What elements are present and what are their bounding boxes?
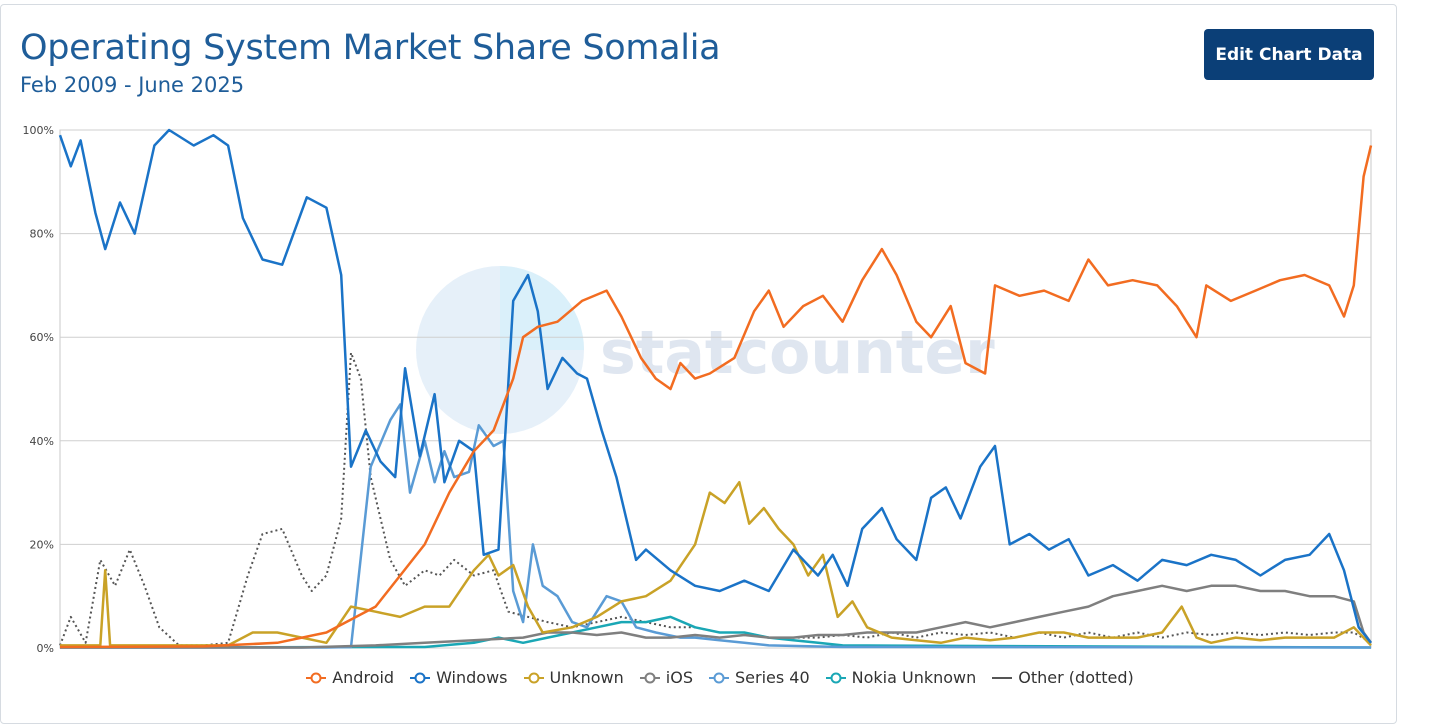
plot-frame <box>59 129 1372 649</box>
series-line-series-40 <box>60 403 1372 649</box>
legend-item-ios[interactable]: iOS <box>638 668 693 687</box>
legend-label: iOS <box>665 668 693 687</box>
chart-legend: Android Windows Unknown iOS Series 40 Nokia U… <box>0 668 1438 689</box>
legend-marker-icon <box>708 672 729 683</box>
chart-grid <box>59 129 1372 649</box>
y-tick-label: 100% <box>23 124 54 137</box>
series-line-android <box>59 145 1373 649</box>
legend-item-unknown[interactable]: Unknown <box>522 668 624 687</box>
chart-card <box>0 4 1397 724</box>
y-tick-label: 40% <box>30 435 54 448</box>
legend-marker-icon <box>992 676 1013 679</box>
legend-item-series-40[interactable]: Series 40 <box>707 668 810 687</box>
legend-label: Unknown <box>549 668 624 687</box>
legend-item-android[interactable]: Android <box>304 668 394 687</box>
legend-label: Series 40 <box>734 668 810 687</box>
legend-marker-icon <box>639 672 660 683</box>
legend-label: Other (dotted) <box>1018 668 1134 687</box>
statcounter-watermark: statcounter <box>416 266 995 434</box>
watermark-text: statcounter <box>600 318 995 388</box>
y-tick-label: 20% <box>30 538 54 551</box>
y-tick-label: 0% <box>37 642 54 655</box>
legend-marker-icon <box>306 672 327 683</box>
legend-marker-icon <box>410 672 431 683</box>
legend-item-other-dotted-[interactable]: Other (dotted) <box>990 668 1134 687</box>
legend-label: Android <box>332 668 395 687</box>
chart-series <box>58 128 1373 649</box>
line-chart: statcounter 0% 20% 40% 60% 80% 100% <box>23 124 1373 655</box>
legend-item-windows[interactable]: Windows <box>408 668 508 687</box>
series-line-nokia-unknown <box>59 615 1372 649</box>
legend-marker-icon <box>523 672 544 683</box>
series-line-windows <box>58 128 1372 644</box>
series-line-unknown <box>60 480 1372 647</box>
legend-label: Windows <box>436 668 508 687</box>
y-axis-ticks: 0% 20% 40% 60% 80% 100% <box>23 124 54 655</box>
legend-marker-icon <box>825 672 846 683</box>
page-title: Operating System Market Share Somalia <box>20 28 721 68</box>
series-line-other-dotted- <box>59 351 1372 647</box>
legend-label: Nokia Unknown <box>851 668 977 687</box>
page-subtitle: Feb 2009 - June 2025 <box>20 73 245 97</box>
y-tick-label: 60% <box>30 331 54 344</box>
edit-chart-data-button[interactable]: Edit Chart Data <box>1204 29 1374 80</box>
y-tick-label: 80% <box>30 228 54 241</box>
legend-item-nokia-unknown[interactable]: Nokia Unknown <box>824 668 977 687</box>
